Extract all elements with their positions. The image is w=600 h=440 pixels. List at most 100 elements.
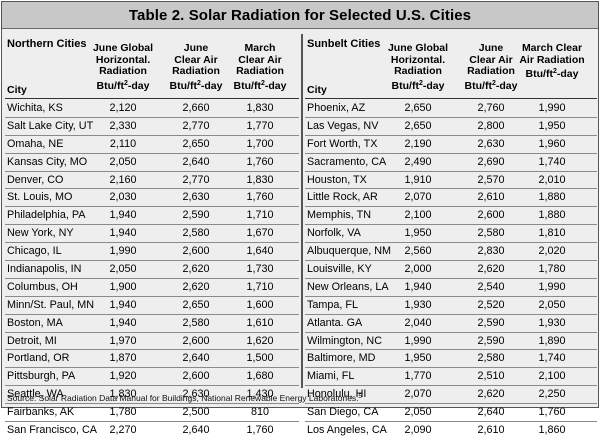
- value-cell-march-ca: 1,640: [246, 245, 274, 258]
- value-cell-march-ca: 1,960: [538, 137, 566, 150]
- value-cell-june-ghr: 1,940: [404, 280, 432, 293]
- value-cell-june-ca: 2,640: [182, 352, 210, 365]
- value-cell-march-ca: 1,610: [246, 316, 274, 329]
- city-cell: Norfolk, VA: [307, 227, 361, 240]
- value-cell-march-ca: 1,620: [246, 334, 274, 347]
- value-cell-june-ca: 2,600: [182, 245, 210, 258]
- value-cell-march-ca: 810: [250, 406, 269, 419]
- value-cell-june-ghr: 2,040: [404, 316, 432, 329]
- city-cell: St. Louis, MO: [7, 191, 73, 204]
- value-cell-june-ca: 2,620: [182, 280, 210, 293]
- unit-superscript: 2: [491, 79, 496, 87]
- city-cell: Seattle, WA: [7, 388, 64, 401]
- table-row: Salt Lake City, UT 2,330 2,770 1,770: [5, 118, 299, 136]
- column-header-june-ca: June Clear Air Radiation Btu/ft2-day: [164, 42, 228, 92]
- unit-suffix: -day: [127, 79, 150, 92]
- value-cell-june-ghr: 2,120: [109, 102, 137, 114]
- sunbelt-panel: Sunbelt Cities City June Global Horizonta…: [305, 32, 597, 436]
- table-row: St. Louis, MO 2,030 2,630 1,760: [5, 189, 299, 208]
- value-cell-june-ghr: 2,030: [109, 191, 137, 204]
- table-row: Chicago, IL 1,990 2,600 1,640: [5, 243, 299, 262]
- value-cell-march-ca: 1,600: [246, 298, 274, 311]
- value-cell-march-ca: 1,830: [246, 173, 274, 186]
- table-row: Miami, FL 1,770 2,510 2,100: [305, 368, 597, 387]
- value-cell-june-ca: 2,620: [477, 388, 505, 401]
- value-cell-june-ca: 2,610: [477, 191, 505, 204]
- table-row: San Francisco, CA 2,270 2,640 1,760: [5, 422, 299, 440]
- column-header-city: City: [7, 84, 27, 96]
- table-row: Columbus, OH 1,900 2,620 1,710: [5, 279, 299, 297]
- value-cell-june-ghr: 2,000: [404, 263, 432, 276]
- value-cell-june-ghr: 2,090: [404, 424, 432, 437]
- unit-superscript: 2: [123, 79, 128, 87]
- value-cell-june-ca: 2,580: [182, 316, 210, 329]
- city-cell: Albuquerque, NM: [307, 245, 392, 258]
- table-row: Kansas City, MO 2,050 2,640 1,760: [5, 154, 299, 172]
- column-header-march-ca: March Clear Air Radiation Btu/ft2-day: [228, 42, 292, 92]
- value-cell-march-ca: 2,250: [538, 388, 566, 401]
- section-heading-sunbelt: Sunbelt Cities: [307, 38, 381, 50]
- city-cell: Pittsburgh, PA: [7, 370, 76, 383]
- column-header-text: June Global Horizontal. Radiation Btu/ft: [387, 42, 449, 92]
- value-cell-june-ca: 2,580: [477, 352, 505, 365]
- value-cell-june-ca: 2,520: [477, 298, 505, 311]
- column-header-june-ca: June Clear Air Radiation Btu/ft2-day: [459, 42, 523, 92]
- table-row: Wichita, KS 2,120 2,660 1,830: [5, 100, 299, 118]
- value-cell-june-ca: 2,580: [477, 227, 505, 240]
- value-cell-june-ghr: 1,780: [109, 406, 137, 419]
- table-row: Houston, TX 1,910 2,570 2,010: [305, 172, 597, 190]
- value-cell-june-ca: 2,800: [477, 119, 505, 132]
- value-cell-march-ca: 1,880: [538, 191, 566, 204]
- value-cell-june-ghr: 1,830: [109, 388, 137, 401]
- northern-panel: Northern Cities City June Global Horizont…: [5, 32, 299, 436]
- value-cell-march-ca: 1,500: [246, 352, 274, 365]
- value-cell-june-ca: 2,540: [477, 280, 505, 293]
- value-cell-june-ghr: 1,940: [109, 209, 137, 222]
- city-cell: Wilmington, NC: [307, 334, 382, 347]
- value-cell-june-ca: 2,770: [182, 173, 210, 186]
- city-cell: Denver, CO: [7, 173, 64, 186]
- table-row: Philadelphia, PA 1,940 2,590 1,710: [5, 207, 299, 226]
- column-header-june-ghr: June Global Horizontal. Radiation Btu/ft…: [87, 42, 159, 92]
- header-rule: [5, 98, 299, 99]
- value-cell-march-ca: 1,430: [246, 388, 274, 401]
- value-cell-march-ca: 1,760: [538, 406, 566, 419]
- section-heading-northern: Northern Cities: [7, 38, 87, 50]
- table-row: Seattle, WA 1,830 2,630 1,430: [5, 386, 299, 405]
- value-cell-june-ghr: 2,490: [404, 155, 432, 168]
- table-row: Detroit, MI 1,970 2,600 1,620: [5, 333, 299, 351]
- column-divider: [301, 34, 303, 388]
- source-text: Source: Solar Radiation Data Manual for …: [7, 393, 359, 403]
- table-row: Sacramento, CA 2,490 2,690 1,740: [305, 154, 597, 172]
- value-cell-june-ghr: 2,100: [404, 209, 432, 222]
- value-cell-june-ghr: 2,270: [109, 424, 137, 437]
- value-cell-june-ca: 2,590: [182, 209, 210, 222]
- city-cell: Houston, TX: [307, 173, 367, 186]
- value-cell-june-ca: 2,570: [477, 173, 505, 186]
- city-cell: Boston, MA: [7, 316, 63, 329]
- value-cell-june-ghr: 1,940: [109, 227, 137, 240]
- city-cell: Miami, FL: [307, 370, 355, 383]
- city-cell: New Orleans, LA: [307, 280, 389, 293]
- value-cell-june-ca: 2,770: [182, 119, 210, 132]
- header-rule: [305, 98, 597, 99]
- table-row: Los Angeles, CA 2,090 2,610 1,860: [305, 422, 597, 440]
- table-row: Albuquerque, NM 2,560 2,830 2,020: [305, 243, 597, 262]
- table-row: Little Rock, AR 2,070 2,610 1,880: [305, 189, 597, 208]
- value-cell-june-ca: 2,600: [182, 334, 210, 347]
- value-cell-march-ca: 1,890: [538, 334, 566, 347]
- column-header-text: June Clear Air Radiation Btu/ft: [169, 42, 220, 92]
- value-cell-march-ca: 1,710: [246, 209, 274, 222]
- value-cell-june-ca: 2,630: [182, 388, 210, 401]
- value-cell-june-ghr: 1,870: [109, 352, 137, 365]
- value-cell-june-ca: 2,690: [477, 155, 505, 168]
- value-cell-march-ca: 2,010: [538, 173, 566, 186]
- value-cell-june-ca: 2,660: [182, 102, 210, 114]
- value-cell-june-ca: 2,620: [477, 263, 505, 276]
- value-cell-march-ca: 1,760: [246, 191, 274, 204]
- unit-suffix: -day: [422, 79, 445, 92]
- table-row: Baltimore, MD 1,950 2,580 1,740: [305, 350, 597, 369]
- table-row: Phoenix, AZ 2,650 2,760 1,990: [305, 100, 597, 118]
- city-cell: Phoenix, AZ: [307, 102, 366, 114]
